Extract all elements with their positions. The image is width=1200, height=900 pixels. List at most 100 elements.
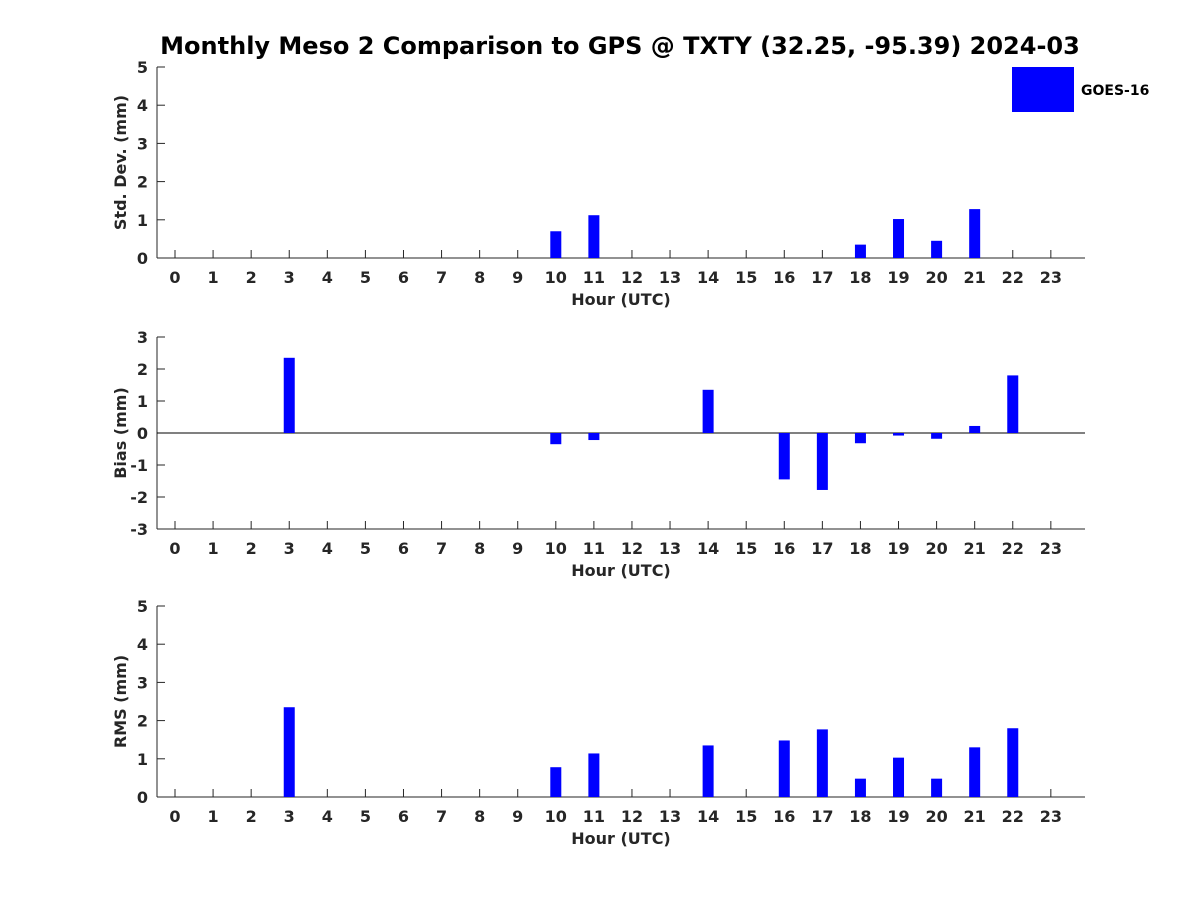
x-tick-label: 2: [246, 268, 257, 287]
x-tick-label: 11: [583, 807, 605, 826]
x-tick-label: 20: [925, 268, 947, 287]
y-tick-label: 0: [137, 424, 148, 443]
x-tick-label: 8: [474, 539, 485, 558]
x-tick-label: 23: [1040, 807, 1062, 826]
y-axis-label: Std. Dev. (mm): [111, 95, 130, 230]
x-tick-label: 10: [545, 268, 567, 287]
x-tick-label: 12: [621, 539, 643, 558]
y-tick-label: 2: [137, 173, 148, 192]
x-tick-label: 18: [849, 268, 871, 287]
y-tick-label: -2: [130, 488, 148, 507]
bar-hour-14: [702, 745, 714, 797]
x-tick-label: 12: [621, 807, 643, 826]
x-tick-label: 20: [925, 539, 947, 558]
x-axis-label: Hour (UTC): [571, 829, 671, 848]
x-tick-label: 6: [398, 268, 409, 287]
x-tick-label: 15: [735, 807, 757, 826]
x-tick-label: 0: [169, 807, 180, 826]
y-tick-label: 2: [137, 712, 148, 731]
x-tick-label: 3: [284, 807, 295, 826]
y-axis-label: RMS (mm): [111, 655, 130, 748]
bar-hour-3: [283, 707, 295, 797]
y-tick-label: -1: [130, 456, 148, 475]
bar-hour-17: [816, 433, 828, 490]
x-tick-label: 13: [659, 807, 681, 826]
y-tick-label: 0: [137, 788, 148, 807]
y-tick-label: 4: [137, 96, 148, 115]
bar-hour-10: [550, 767, 562, 797]
bar-hour-3: [283, 357, 295, 433]
x-tick-label: 2: [246, 539, 257, 558]
x-tick-label: 14: [697, 268, 719, 287]
x-tick-label: 5: [360, 539, 371, 558]
x-tick-label: 23: [1040, 539, 1062, 558]
x-tick-label: 0: [169, 539, 180, 558]
bar-hour-19: [893, 219, 905, 258]
x-tick-label: 5: [360, 268, 371, 287]
x-tick-label: 18: [849, 807, 871, 826]
x-tick-label: 15: [735, 268, 757, 287]
x-tick-label: 21: [964, 807, 986, 826]
y-tick-label: -3: [130, 520, 148, 539]
x-tick-label: 19: [887, 268, 909, 287]
x-tick-label: 8: [474, 268, 485, 287]
x-tick-label: 22: [1002, 807, 1024, 826]
x-tick-label: 1: [208, 807, 219, 826]
x-tick-label: 22: [1002, 268, 1024, 287]
bar-hour-16: [778, 433, 790, 480]
x-tick-label: 12: [621, 268, 643, 287]
bar-hour-16: [778, 740, 790, 797]
x-tick-label: 0: [169, 268, 180, 287]
bar-hour-19: [893, 433, 905, 436]
x-tick-label: 11: [583, 268, 605, 287]
y-tick-label: 3: [137, 673, 148, 692]
x-tick-label: 15: [735, 539, 757, 558]
x-tick-label: 18: [849, 539, 871, 558]
x-tick-label: 7: [436, 807, 447, 826]
x-tick-label: 3: [284, 539, 295, 558]
x-tick-label: 20: [925, 807, 947, 826]
bar-hour-20: [931, 778, 943, 797]
legend-label: GOES-16: [1081, 83, 1149, 99]
x-tick-label: 4: [322, 807, 333, 826]
chart-title: Monthly Meso 2 Comparison to GPS @ TXTY …: [160, 32, 1080, 60]
x-tick-label: 1: [208, 268, 219, 287]
bar-hour-10: [550, 433, 562, 445]
x-tick-label: 19: [887, 539, 909, 558]
y-tick-label: 5: [137, 597, 148, 616]
x-tick-label: 16: [773, 268, 795, 287]
y-tick-label: 5: [137, 58, 148, 77]
x-tick-label: 21: [964, 539, 986, 558]
legend: GOES-16: [1012, 67, 1149, 112]
y-tick-label: 1: [137, 211, 148, 230]
x-tick-label: 17: [811, 807, 833, 826]
x-tick-label: 19: [887, 807, 909, 826]
x-tick-label: 2: [246, 807, 257, 826]
x-tick-label: 16: [773, 539, 795, 558]
bar-hour-21: [969, 209, 981, 258]
bar-hour-19: [893, 757, 905, 797]
x-tick-label: 13: [659, 539, 681, 558]
x-tick-label: 10: [545, 807, 567, 826]
y-tick-label: 3: [137, 328, 148, 347]
x-tick-label: 4: [322, 539, 333, 558]
bar-hour-10: [550, 231, 562, 258]
x-tick-label: 17: [811, 539, 833, 558]
x-tick-label: 9: [512, 539, 523, 558]
x-tick-label: 1: [208, 539, 219, 558]
x-tick-label: 9: [512, 807, 523, 826]
x-tick-label: 22: [1002, 539, 1024, 558]
y-tick-label: 4: [137, 635, 148, 654]
y-tick-label: 2: [137, 360, 148, 379]
x-tick-label: 13: [659, 268, 681, 287]
y-tick-label: 0: [137, 249, 148, 268]
x-axis-label: Hour (UTC): [571, 290, 671, 309]
x-tick-label: 7: [436, 539, 447, 558]
x-tick-label: 5: [360, 807, 371, 826]
legend-swatch: [1012, 67, 1074, 112]
